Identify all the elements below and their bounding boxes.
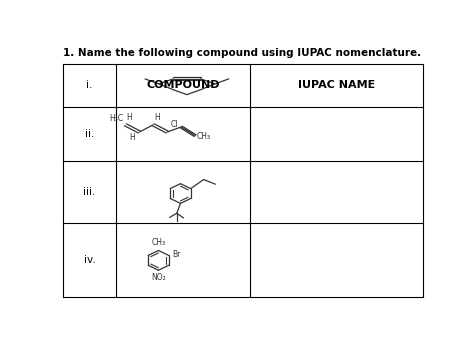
Text: i.: i. bbox=[86, 80, 93, 90]
Text: iii.: iii. bbox=[83, 187, 96, 197]
Text: iv.: iv. bbox=[84, 255, 95, 265]
Text: H: H bbox=[154, 113, 160, 122]
Text: H: H bbox=[126, 113, 132, 122]
Text: ii.: ii. bbox=[85, 129, 94, 139]
Text: CH₃: CH₃ bbox=[151, 238, 165, 247]
Text: H: H bbox=[129, 132, 135, 142]
Text: Cl: Cl bbox=[171, 120, 178, 129]
Text: COMPOUND: COMPOUND bbox=[146, 80, 220, 90]
Text: H₃C: H₃C bbox=[109, 115, 124, 123]
Text: IUPAC NAME: IUPAC NAME bbox=[298, 80, 375, 90]
Text: Br: Br bbox=[173, 250, 181, 258]
Text: 1. Name the following compound using IUPAC nomenclature.: 1. Name the following compound using IUP… bbox=[63, 48, 421, 58]
Text: CH₃: CH₃ bbox=[197, 132, 211, 141]
Text: NO₂: NO₂ bbox=[151, 273, 166, 282]
